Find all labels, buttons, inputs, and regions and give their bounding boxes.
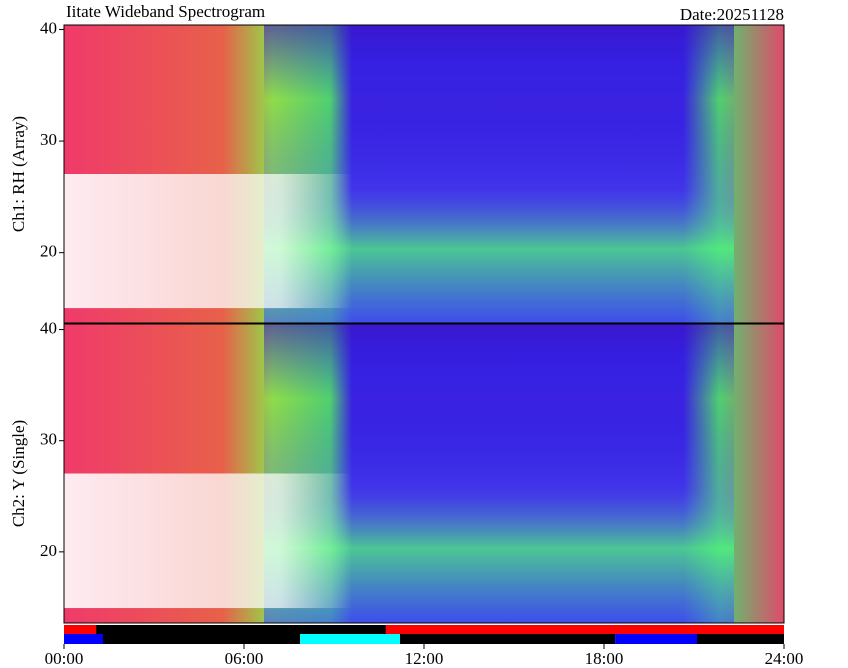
status-segment — [103, 634, 301, 644]
panel-frame — [63, 24, 785, 324]
status-segment — [300, 634, 400, 644]
y-tick-label: 30 — [40, 430, 57, 449]
x-tick-label: 06:00 — [225, 649, 264, 668]
status-segment — [64, 625, 97, 634]
chart-title: Iitate Wideband Spectrogram — [66, 2, 265, 21]
status-segment — [615, 634, 697, 644]
y-tick-label: 40 — [40, 318, 57, 337]
x-tick-label: 24:00 — [765, 649, 804, 668]
date-label: Date:20251128 — [680, 5, 784, 24]
status-segment — [64, 634, 103, 644]
y-tick-label: 40 — [40, 18, 57, 37]
x-tick-label: 18:00 — [585, 649, 624, 668]
y-tick-label: 20 — [40, 541, 57, 560]
panel-frame — [63, 323, 785, 624]
x-tick-label: 00:00 — [45, 649, 84, 668]
y-tick-label: 20 — [40, 242, 57, 261]
x-tick-label: 12:00 — [405, 649, 444, 668]
spectrogram-white — [64, 473, 784, 609]
status-segment — [96, 625, 386, 634]
y-axis-label: Ch2: Y (Single) — [9, 420, 28, 527]
status-segment — [400, 634, 616, 644]
y-axis-label: Ch1: RH (Array) — [9, 116, 28, 232]
status-segment — [385, 625, 784, 634]
y-tick-label: 30 — [40, 130, 57, 149]
status-segment — [697, 634, 784, 644]
spectrogram-white — [64, 174, 784, 309]
